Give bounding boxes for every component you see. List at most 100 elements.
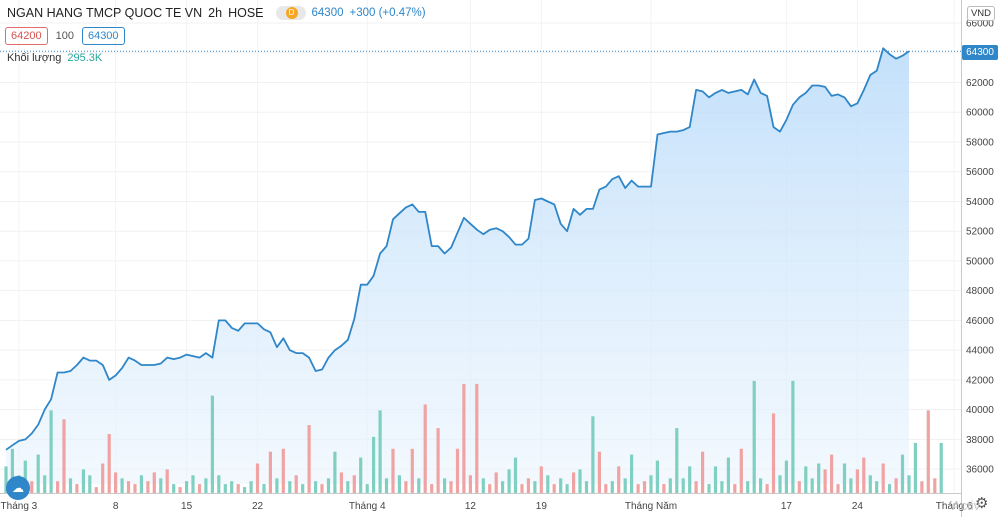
volume-bar <box>404 481 408 493</box>
volume-bar <box>597 451 601 493</box>
volume-bar <box>830 454 834 493</box>
volume-bar <box>165 469 169 493</box>
currency-label[interactable]: VND <box>966 6 995 21</box>
volume-bar <box>836 484 840 493</box>
volume-bar <box>933 478 937 494</box>
y-tick-label: 54000 <box>966 197 994 208</box>
x-tick-label: 19 <box>536 501 548 512</box>
y-tick-label: 36000 <box>966 465 994 476</box>
volume-bar <box>352 475 356 493</box>
volume-bar <box>791 380 795 493</box>
volume-bar <box>778 475 782 493</box>
volume-bar <box>307 425 311 493</box>
cloud-logo-icon[interactable]: ☁ <box>6 476 30 500</box>
volume-bar <box>249 481 253 493</box>
volume-bar <box>23 460 27 494</box>
volume-bar <box>365 484 369 493</box>
y-tick-label: 38000 <box>966 435 994 446</box>
symbol-name: NGAN HANG TMCP QUOC TE VN <box>7 6 203 20</box>
volume-bar <box>243 487 247 493</box>
volume-bar <box>720 481 724 493</box>
volume-bar <box>713 466 718 493</box>
volume-bar <box>417 478 421 494</box>
volume-bar <box>668 478 672 494</box>
volume-bar <box>501 481 505 493</box>
y-tick-label: 56000 <box>966 167 994 178</box>
volume-bar <box>546 475 550 493</box>
sell-button[interactable]: 64200 <box>5 27 48 45</box>
volume-bar <box>939 442 943 493</box>
volume-bar <box>707 484 711 493</box>
volume-bar <box>75 484 79 493</box>
y-tick-label: 48000 <box>966 286 994 297</box>
volume-bar <box>268 451 272 493</box>
volume-bar <box>810 478 814 494</box>
last-price-tag: 64300 <box>962 45 998 60</box>
volume-bars <box>4 380 943 494</box>
volume-bar <box>320 484 324 493</box>
volume-bar <box>81 469 85 493</box>
y-tick-label: 44000 <box>966 346 994 357</box>
volume-bar <box>68 478 73 494</box>
gear-icon[interactable]: ⚙ <box>975 495 989 512</box>
y-tick-label: 40000 <box>966 405 994 416</box>
volume-bar <box>726 457 730 493</box>
volume-bar <box>294 475 298 493</box>
x-tick-label: Tháng 3 <box>1 501 38 512</box>
volume-bar <box>900 454 905 493</box>
y-tick-label: 62000 <box>966 78 994 89</box>
volume-bar <box>455 448 460 494</box>
y-tick-label: 66000 <box>966 19 994 30</box>
volume-bar <box>462 383 466 494</box>
session-toggle[interactable]: D <box>275 6 306 20</box>
price-change: +300 (+0.47%) <box>349 7 426 19</box>
volume-bar <box>868 475 872 493</box>
volume-bar <box>649 475 653 493</box>
volume-bar <box>326 478 331 494</box>
volume-bar <box>333 451 337 493</box>
volume-bar <box>565 484 569 493</box>
volume-bar <box>675 428 679 493</box>
x-tick-label: Tháng 4 <box>349 501 386 512</box>
volume-bar <box>346 481 350 493</box>
volume-bar <box>101 463 105 493</box>
y-tick-label: 50000 <box>966 256 994 267</box>
interval[interactable]: 2h <box>208 6 223 20</box>
volume-bar <box>797 481 801 493</box>
volume-bar <box>572 472 576 493</box>
volume-bar <box>94 487 98 493</box>
volume-bar <box>301 484 305 493</box>
y-tick-label: 52000 <box>966 227 994 238</box>
volume-bar <box>107 434 111 493</box>
volume-bar <box>804 466 808 493</box>
volume-bar <box>443 478 447 494</box>
x-tick-label: 17 <box>781 501 793 512</box>
volume-label: Khối lượng <box>7 52 62 64</box>
exchange: HOSE <box>228 6 264 20</box>
volume-bar <box>126 481 131 493</box>
y-axis: 36000 38000 40000 42000 44000 46000 48000 50000… <box>966 19 994 476</box>
volume-bar <box>384 478 389 494</box>
volume-bar <box>314 481 318 493</box>
volume-bar <box>62 419 66 494</box>
volume-bar <box>591 416 595 493</box>
volume-bar <box>694 481 698 493</box>
volume-bar <box>133 484 137 493</box>
volume-bar <box>152 472 156 493</box>
volume-bar <box>765 484 769 493</box>
volume-bar <box>681 478 685 494</box>
volume-bar <box>10 448 14 494</box>
volume-bar <box>817 463 821 493</box>
volume-bar <box>430 484 434 493</box>
volume-bar <box>36 454 40 493</box>
volume-bar <box>43 475 47 493</box>
x-tick-label: 8 <box>113 501 119 512</box>
x-tick-label: Tháng 6 <box>936 501 973 512</box>
buy-button[interactable]: 64300 <box>81 27 125 45</box>
quote-row: 64200 100 64300 <box>5 27 125 45</box>
volume-bar <box>733 484 737 493</box>
volume-bar <box>920 481 924 493</box>
volume-bar <box>784 460 788 494</box>
volume-bar <box>146 481 150 493</box>
